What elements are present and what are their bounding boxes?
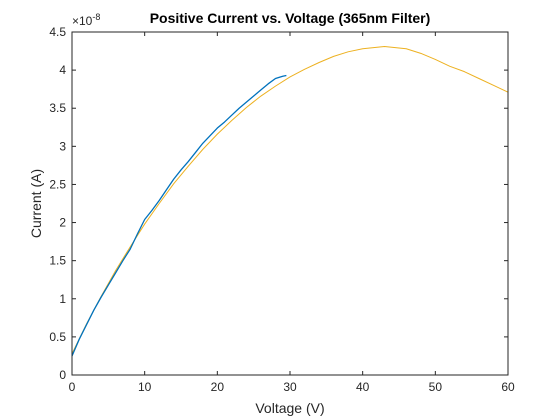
y-tick-label: 4 bbox=[59, 63, 66, 77]
y-tick-label: 2 bbox=[59, 216, 66, 230]
x-tick-label: 20 bbox=[211, 380, 225, 394]
plot-area bbox=[72, 32, 508, 375]
y-tick-label: 3.5 bbox=[49, 101, 66, 115]
x-tick-label: 30 bbox=[283, 380, 297, 394]
y-tick-label: 0 bbox=[59, 368, 66, 382]
y-tick-label: 0.5 bbox=[49, 330, 66, 344]
y-tick-label: 4.5 bbox=[49, 25, 66, 39]
x-tick-label: 0 bbox=[69, 380, 76, 394]
x-axis-label: Voltage (V) bbox=[255, 400, 324, 416]
y-tick-label: 3 bbox=[59, 139, 66, 153]
x-tick-label: 60 bbox=[501, 380, 515, 394]
x-tick-label: 10 bbox=[138, 380, 152, 394]
y-tick-label: 2.5 bbox=[49, 177, 66, 191]
x-tick-label: 50 bbox=[429, 380, 443, 394]
chart-title: Positive Current vs. Voltage (365nm Filt… bbox=[150, 10, 431, 26]
y-axis-exponent-base: ×10 bbox=[72, 14, 93, 28]
y-tick-label: 1.5 bbox=[49, 254, 66, 268]
y-axis-exponent-power: -8 bbox=[92, 12, 100, 22]
x-tick-label: 40 bbox=[356, 380, 370, 394]
y-axis-label: Current (A) bbox=[28, 169, 44, 238]
y-tick-label: 1 bbox=[59, 292, 66, 306]
